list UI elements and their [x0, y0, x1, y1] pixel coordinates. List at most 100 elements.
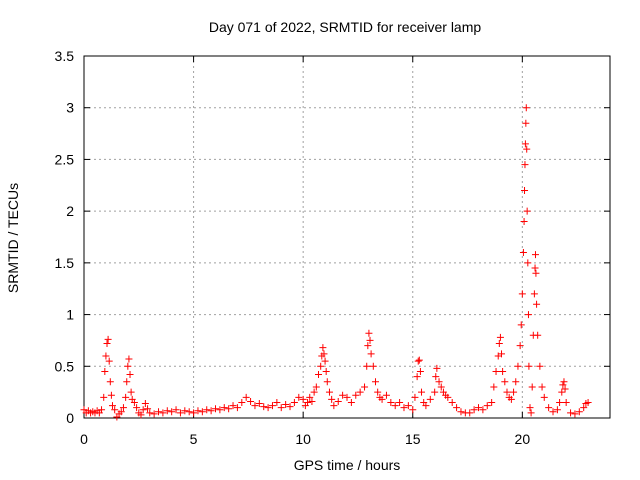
- y-tick-label: 3.5: [55, 48, 75, 64]
- data-point: [533, 300, 541, 308]
- data-point: [559, 381, 567, 389]
- plot-frame: [83, 55, 611, 419]
- data-point: [233, 404, 241, 412]
- x-tick-label: 20: [515, 431, 531, 447]
- data-point: [374, 388, 382, 396]
- data-point: [364, 342, 372, 350]
- data-point: [404, 402, 412, 410]
- data-point: [117, 408, 125, 416]
- data-point: [102, 352, 110, 360]
- data-point: [457, 408, 465, 416]
- data-point: [495, 340, 503, 348]
- data-point: [512, 378, 520, 386]
- data-point: [190, 409, 198, 417]
- data-point: [98, 406, 106, 414]
- data-point: [172, 406, 180, 414]
- data-point: [290, 398, 298, 406]
- y-tick-label: 0: [66, 410, 74, 426]
- data-point: [146, 409, 154, 417]
- data-point: [320, 350, 328, 358]
- data-point: [382, 391, 390, 399]
- data-point: [103, 340, 111, 348]
- data-point: [562, 398, 570, 406]
- data-point: [584, 398, 592, 406]
- data-point: [534, 331, 542, 339]
- data-point: [155, 408, 163, 416]
- data-point: [540, 393, 548, 401]
- data-point: [411, 393, 419, 401]
- data-point: [432, 373, 440, 381]
- data-point: [448, 398, 456, 406]
- data-point: [433, 364, 441, 372]
- data-point: [133, 404, 141, 412]
- data-point: [560, 378, 568, 386]
- y-axis-label: SRMTID / TECUs: [5, 183, 21, 293]
- data-point: [536, 362, 544, 370]
- data-point: [105, 357, 113, 365]
- data-point: [521, 186, 529, 194]
- data-point: [396, 398, 404, 406]
- data-point: [556, 398, 564, 406]
- data-point: [319, 344, 327, 352]
- data-point: [229, 402, 237, 410]
- data-point: [369, 362, 377, 370]
- data-point: [527, 409, 535, 417]
- data-point: [530, 290, 538, 298]
- data-point: [304, 398, 312, 406]
- data-point: [571, 410, 579, 418]
- data-point: [295, 393, 303, 401]
- data-point: [125, 355, 133, 363]
- data-point: [361, 383, 369, 391]
- data-point: [315, 371, 323, 379]
- data-point: [418, 388, 426, 396]
- data-point: [220, 404, 228, 412]
- data-point: [207, 407, 215, 415]
- data-point: [367, 350, 375, 358]
- data-point: [470, 406, 478, 414]
- data-point: [104, 335, 112, 343]
- data-point: [378, 395, 386, 403]
- data-point: [498, 350, 506, 358]
- data-point: [475, 404, 482, 412]
- data-point: [517, 321, 525, 329]
- data-point: [212, 405, 219, 413]
- data-point: [426, 395, 434, 403]
- data-point: [321, 357, 329, 365]
- data-point: [553, 406, 561, 414]
- data-point: [334, 397, 342, 405]
- data-point: [122, 393, 130, 401]
- data-point: [510, 388, 518, 396]
- grid-lines: [84, 56, 610, 418]
- data-point: [525, 362, 533, 370]
- data-point: [453, 404, 461, 412]
- data-point: [352, 391, 360, 399]
- data-point: [391, 402, 399, 410]
- data-point: [282, 401, 290, 409]
- data-point: [123, 378, 131, 386]
- data-point: [159, 409, 167, 417]
- data-point: [139, 406, 147, 414]
- data-point: [503, 388, 511, 396]
- data-point: [277, 404, 285, 412]
- data-point: [325, 388, 333, 396]
- data-point: [306, 393, 314, 401]
- data-point: [415, 356, 423, 364]
- data-point: [216, 406, 224, 414]
- data-point: [414, 357, 422, 365]
- x-tick-label: 5: [190, 431, 198, 447]
- data-point: [255, 400, 263, 408]
- data-point: [521, 140, 529, 148]
- data-point: [524, 259, 532, 267]
- data-point: [501, 378, 509, 386]
- data-point: [264, 404, 272, 412]
- data-point: [308, 397, 316, 405]
- data-point: [522, 104, 530, 112]
- data-point: [520, 217, 528, 225]
- x-tick-label: 0: [80, 431, 88, 447]
- data-point: [444, 393, 452, 401]
- data-point: [141, 400, 149, 408]
- data-point: [312, 383, 320, 391]
- y-tick-label: 3: [66, 100, 74, 116]
- y-tick-label: 1.5: [55, 255, 75, 271]
